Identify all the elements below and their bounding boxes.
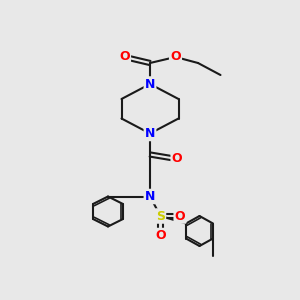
Text: N: N xyxy=(145,127,155,140)
Text: O: O xyxy=(172,152,182,166)
Text: O: O xyxy=(175,209,185,223)
Text: S: S xyxy=(156,209,165,223)
Text: O: O xyxy=(119,50,130,64)
Text: N: N xyxy=(145,190,155,203)
Text: O: O xyxy=(155,229,166,242)
Text: N: N xyxy=(145,77,155,91)
Text: O: O xyxy=(170,50,181,64)
